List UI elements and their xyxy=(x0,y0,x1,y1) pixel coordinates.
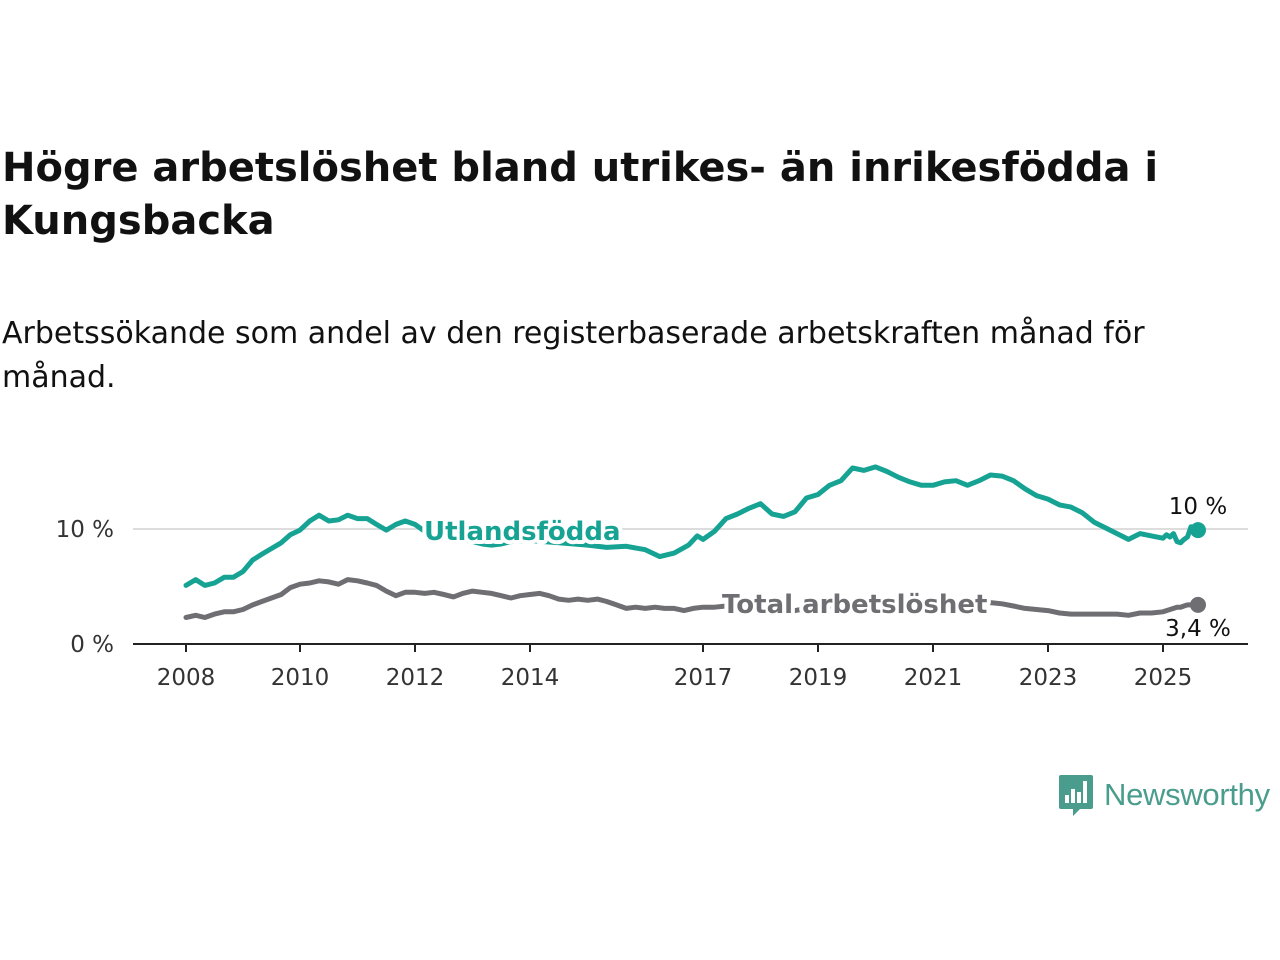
x-tick-label: 2025 xyxy=(1134,665,1193,691)
y-tick-label: 10 % xyxy=(56,517,114,543)
end-value-label: 3,4 % xyxy=(1165,616,1231,642)
series-line-1 xyxy=(183,577,1201,620)
x-tick-label: 2008 xyxy=(157,665,216,691)
series-line-0 xyxy=(183,464,1201,588)
series-label: Utlandsfödda xyxy=(424,517,621,547)
series-label: Total arbetslöshet xyxy=(722,590,987,620)
newsworthy-logo-icon xyxy=(1059,775,1093,816)
end-value-label: 10 % xyxy=(1169,494,1227,520)
x-tick-label: 2017 xyxy=(674,665,733,691)
series-lines xyxy=(183,464,1206,620)
series-end-marker-0 xyxy=(1190,522,1206,539)
series-label-halo: Total arbetslöshet xyxy=(722,590,987,620)
axes: 0 % 10 % 2008 2010 2012 2014 2017 2019 2021 2023 2… xyxy=(56,517,1248,691)
newsworthy-logo-text: Newsworthy xyxy=(1104,777,1270,812)
x-tick-label: 2014 xyxy=(501,665,560,691)
chart-title: Högre arbetslöshet bland utrikes- än inr… xyxy=(2,145,1159,244)
x-tick-label: 2012 xyxy=(386,665,445,691)
series-label-halo: Utlandsfödda xyxy=(424,517,621,547)
chart-subtitle: Arbetssökande som andel av den registerb… xyxy=(2,316,1145,395)
x-tick-label: 2021 xyxy=(904,665,963,691)
y-tick-label: 0 % xyxy=(70,632,114,658)
newsworthy-logo: Newsworthy xyxy=(1058,773,1270,817)
x-tick-label: 2019 xyxy=(789,665,848,691)
series-end-marker-1 xyxy=(1190,596,1206,613)
x-tick-label: 2023 xyxy=(1019,665,1078,691)
x-tick-label: 2010 xyxy=(271,665,330,691)
